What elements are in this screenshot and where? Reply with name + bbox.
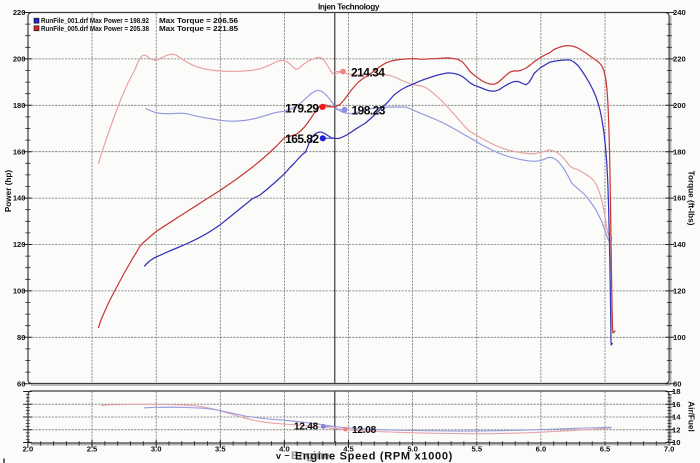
svg-text:165.82: 165.82 [285, 132, 319, 146]
svg-text:16: 16 [672, 400, 680, 409]
svg-text:220: 220 [13, 8, 26, 17]
svg-text:12.48: 12.48 [294, 422, 319, 433]
svg-text:200: 200 [673, 101, 686, 110]
svg-text:240: 240 [673, 8, 686, 17]
svg-text:–: – [285, 450, 290, 460]
svg-text:140: 140 [673, 240, 686, 249]
svg-text:RunFile_005.drf Max Power = 20: RunFile_005.drf Max Power = 205.38 [41, 26, 149, 33]
svg-text:160: 160 [13, 147, 26, 156]
svg-text:18: 18 [672, 387, 680, 396]
svg-text:6.5: 6.5 [600, 445, 611, 454]
svg-text:14: 14 [672, 413, 681, 422]
svg-text:3.5: 3.5 [215, 445, 226, 454]
svg-text:Air/Fuel: Air/Fuel [687, 401, 696, 431]
svg-text:200: 200 [13, 55, 26, 64]
svg-text:RunFile_001.drf Max Power = 19: RunFile_001.drf Max Power = 198.92 [41, 18, 149, 25]
svg-text:Engine: Engine [291, 450, 330, 462]
svg-text:4.5: 4.5 [343, 445, 354, 454]
svg-text:12.08: 12.08 [352, 425, 377, 436]
svg-text:5.5: 5.5 [472, 445, 483, 454]
svg-text:Max Torque = 221.85: Max Torque = 221.85 [159, 26, 238, 33]
svg-text:Max Torque = 206.56: Max Torque = 206.56 [159, 18, 238, 25]
svg-text:Power (hp): Power (hp) [4, 170, 13, 213]
svg-text:180: 180 [13, 101, 26, 110]
svg-text:160: 160 [673, 194, 686, 203]
svg-text:198.23: 198.23 [352, 104, 386, 118]
svg-text:3.0: 3.0 [151, 445, 162, 454]
svg-text:179.29: 179.29 [285, 101, 319, 115]
svg-text:80: 80 [673, 379, 681, 388]
svg-text:100: 100 [13, 287, 26, 296]
svg-text:12: 12 [672, 425, 680, 434]
svg-text:2.5: 2.5 [87, 445, 98, 454]
svg-text:Torque (ft-lbs): Torque (ft-lbs) [687, 171, 696, 226]
svg-text:140: 140 [13, 194, 26, 203]
svg-text:7.0: 7.0 [664, 445, 675, 454]
svg-text:6.0: 6.0 [536, 445, 547, 454]
svg-text:120: 120 [673, 287, 686, 296]
svg-text:120: 120 [13, 240, 26, 249]
svg-text:2.0: 2.0 [23, 445, 34, 454]
svg-text:Engine Speed (RPM x1000): Engine Speed (RPM x1000) [295, 451, 453, 463]
svg-text:80: 80 [17, 333, 25, 342]
svg-text:Injen Technology: Injen Technology [318, 3, 380, 12]
svg-text:220: 220 [673, 55, 686, 64]
svg-text:60: 60 [17, 379, 25, 388]
svg-text:10: 10 [672, 438, 680, 447]
svg-text:214.34: 214.34 [351, 65, 385, 79]
svg-text:v: v [276, 451, 281, 461]
svg-text:4.0: 4.0 [279, 445, 290, 454]
svg-text:100: 100 [673, 333, 686, 342]
svg-text:180: 180 [673, 147, 686, 156]
svg-text:5.0: 5.0 [407, 445, 418, 454]
